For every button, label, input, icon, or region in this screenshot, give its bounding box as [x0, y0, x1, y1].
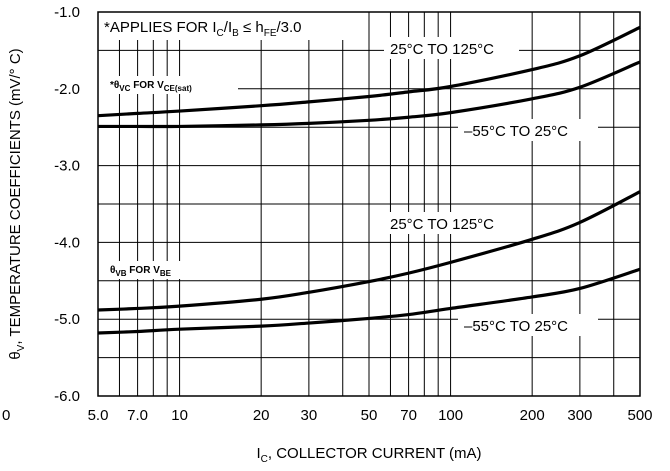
y-tick-label: -2.0	[54, 81, 80, 98]
vb-note-bg	[98, 261, 218, 279]
applies-bg	[98, 12, 358, 40]
y-tick-label: -1.0	[54, 4, 80, 21]
series-line-vb-3	[97, 267, 641, 335]
vb-coefficient-note: θVB FOR VBE	[110, 265, 172, 278]
x-tick-label: 200	[520, 407, 545, 424]
x-tick-label: 7.0	[127, 407, 148, 424]
x-tick-labels: 5.0 7.0 10 20 30 50 70 100 200 300 500	[88, 407, 653, 424]
y-tick-label: -4.0	[54, 234, 80, 251]
series-label-vb-hot: 25°C TO 125°C	[390, 216, 494, 233]
series-line-vc-0	[97, 25, 641, 118]
series-label-vc-cold: –55°C TO 25°C	[464, 123, 568, 140]
x-tick-label: 5.0	[88, 407, 109, 424]
y-tick-label: -3.0	[54, 158, 80, 175]
x-tick-label: 100	[438, 407, 463, 424]
y-axis-title: θV, TEMPERATURE COEFFICIENTS (mV/° C)	[7, 48, 27, 359]
x-tick-label: 50	[361, 407, 378, 424]
plot-frame	[97, 11, 641, 397]
vc-coefficient-note: *θVC FOR VCE(sat)	[110, 80, 192, 93]
x-left-label: 0	[2, 407, 10, 424]
x-tick-label: 20	[253, 407, 270, 424]
label-bg-vb-cold	[458, 314, 598, 336]
y-tick-labels: -1.0 -2.0 -3.0 -4.0 -5.0 -6.0	[54, 4, 80, 405]
applies-note: *APPLIES FOR IC/IB ≤ hFE/3.0	[104, 19, 302, 39]
x-tick-label: 500	[627, 407, 652, 424]
x-tick-label: 30	[301, 407, 318, 424]
x-tick-label: 70	[400, 407, 417, 424]
series-label-vc-hot: 25°C TO 125°C	[390, 41, 494, 58]
x-tick-label: 300	[567, 407, 592, 424]
x-tick-label: 10	[171, 407, 188, 424]
y-tick-label: -6.0	[54, 388, 80, 405]
label-bg-vb-hot	[384, 212, 519, 234]
grid-lines	[98, 12, 640, 396]
series-curves	[97, 25, 641, 335]
y-tick-label: -5.0	[54, 311, 80, 328]
vc-note-bg	[98, 76, 238, 94]
series-line-vc-1	[98, 60, 641, 129]
label-bg-vc-cold	[458, 119, 598, 141]
x-axis-title: IC, COLLECTOR CURRENT (mA)	[256, 445, 481, 465]
series-label-vb-cold: –55°C TO 25°C	[464, 318, 568, 335]
series-line-vb-2	[97, 190, 641, 312]
label-bg-vc-hot	[384, 37, 519, 59]
